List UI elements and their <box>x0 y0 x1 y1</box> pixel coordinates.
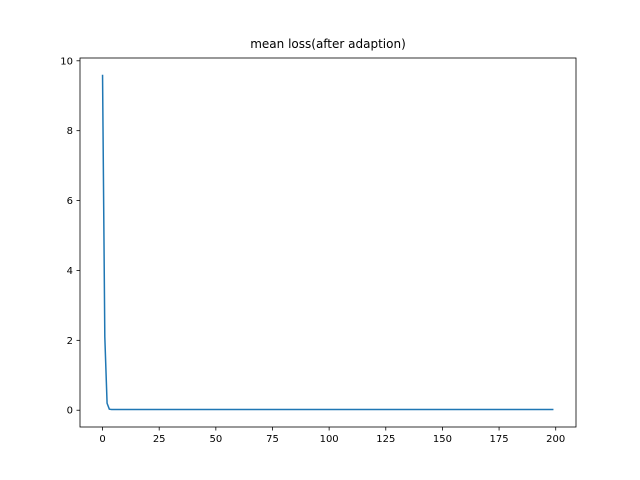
x-tick-label: 200 <box>546 434 565 445</box>
y-tick-label: 2 <box>67 336 73 347</box>
y-tick-label: 10 <box>60 56 73 67</box>
axes-frame <box>79 57 577 428</box>
series-line-0 <box>101 74 554 411</box>
x-tick-label: 175 <box>490 434 509 445</box>
y-tick-label: 0 <box>67 406 73 417</box>
x-tick-label: 150 <box>433 434 452 445</box>
chart-title: mean loss(after adaption) <box>250 37 406 51</box>
x-tick-label: 75 <box>266 434 279 445</box>
x-tick-label: 0 <box>99 434 105 445</box>
y-tick-label: 8 <box>67 126 73 137</box>
y-tick-label: 6 <box>67 196 73 207</box>
x-tick-label: 50 <box>209 434 222 445</box>
axes: 0 25 50 75 100 125 150 175 200 0 2 4 6 8 10 <box>60 56 577 445</box>
x-tick-label: 125 <box>376 434 395 445</box>
plot-area <box>101 74 554 411</box>
x-tick-label: 25 <box>153 434 166 445</box>
y-tick-label: 4 <box>67 266 73 277</box>
x-tick-label: 100 <box>320 434 339 445</box>
